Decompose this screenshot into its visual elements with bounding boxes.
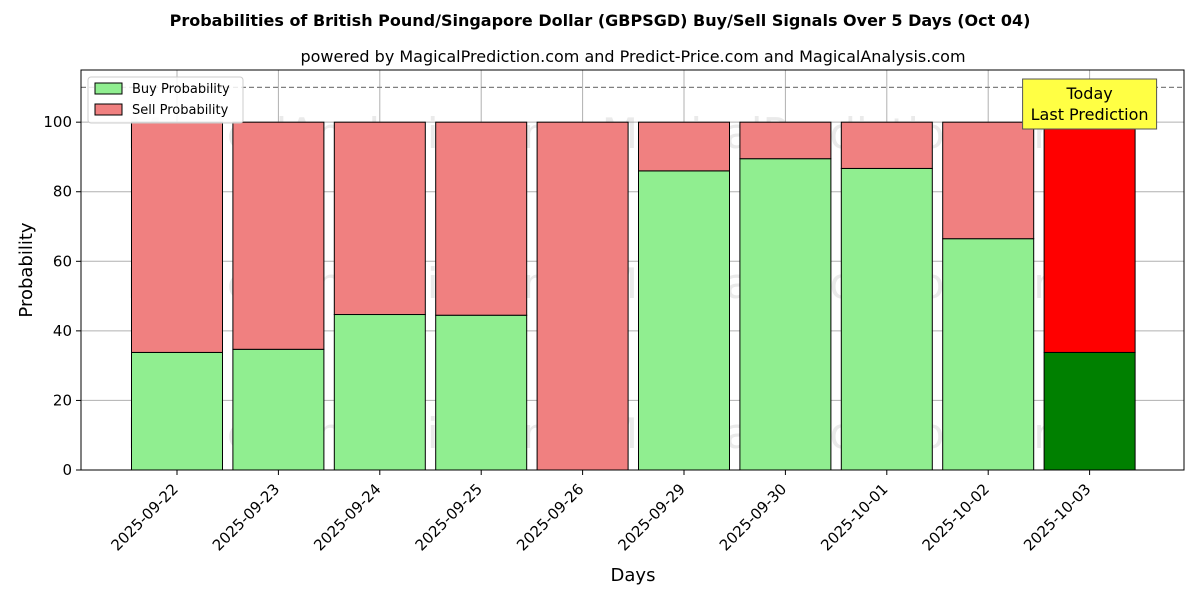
sell-bar [942, 121, 1035, 240]
sell-bar [536, 121, 629, 471]
x-tick-label: 2025-09-26 [513, 480, 587, 554]
legend-swatch-sell [94, 103, 123, 116]
annotation-box [1022, 78, 1158, 130]
sell-bar [1043, 121, 1136, 353]
x-tick-label: 2025-09-24 [310, 480, 384, 554]
x-tick-label: 2025-09-25 [412, 480, 486, 554]
y-tick-label: 80 [53, 183, 72, 201]
buy-bar [638, 170, 730, 471]
sell-bar [333, 121, 426, 316]
legend-label-sell: Sell Probability [132, 103, 229, 118]
annotation-line-1: Today [1065, 84, 1112, 103]
buy-bar [131, 351, 223, 471]
buy-bar [232, 348, 325, 471]
buy-bar [435, 314, 528, 471]
x-axis-label: Days [611, 565, 656, 586]
legend-swatch-buy [94, 82, 123, 95]
buy-bar [333, 314, 426, 471]
y-tick-label: 100 [43, 113, 72, 131]
legend-frame [87, 76, 244, 124]
x-tick-label: 2025-10-01 [817, 480, 891, 554]
x-tick-label: 2025-10-03 [1020, 480, 1094, 554]
y-tick-label: 60 [53, 252, 72, 270]
x-tick-label: 2025-09-23 [209, 480, 283, 554]
y-axis-label: Probability [16, 222, 37, 317]
y-tick-label: 40 [53, 322, 72, 340]
bars [131, 121, 1136, 471]
legend: Buy Probability Sell Probability [87, 76, 244, 124]
buy-bar [942, 238, 1035, 471]
y-tick-label: 20 [53, 391, 72, 409]
annotation-line-2: Last Prediction [1031, 105, 1149, 124]
x-tick-label: 2025-10-02 [919, 480, 993, 554]
chart-title: Probabilities of British Pound/Singapore… [170, 11, 1031, 30]
buy-bar [739, 158, 832, 471]
plot-frame [80, 69, 1185, 471]
chart-subtitle: powered by MagicalPrediction.com and Pre… [300, 47, 965, 66]
sell-bar [840, 121, 933, 169]
sell-bar [739, 121, 832, 160]
buy-bar [1043, 351, 1136, 471]
x-tick-label: 2025-09-30 [716, 480, 790, 554]
today-annotation: Today Last Prediction [1022, 78, 1158, 130]
sell-bar [232, 121, 325, 350]
sell-bar [435, 121, 528, 316]
legend-label-buy: Buy Probability [132, 82, 230, 97]
sell-bar [638, 121, 730, 172]
buy-bar [840, 167, 933, 471]
y-tick-label: 0 [62, 461, 72, 479]
x-tick-label: 2025-09-22 [107, 480, 181, 554]
x-tick-label: 2025-09-29 [614, 480, 688, 554]
sell-bar [131, 121, 223, 353]
